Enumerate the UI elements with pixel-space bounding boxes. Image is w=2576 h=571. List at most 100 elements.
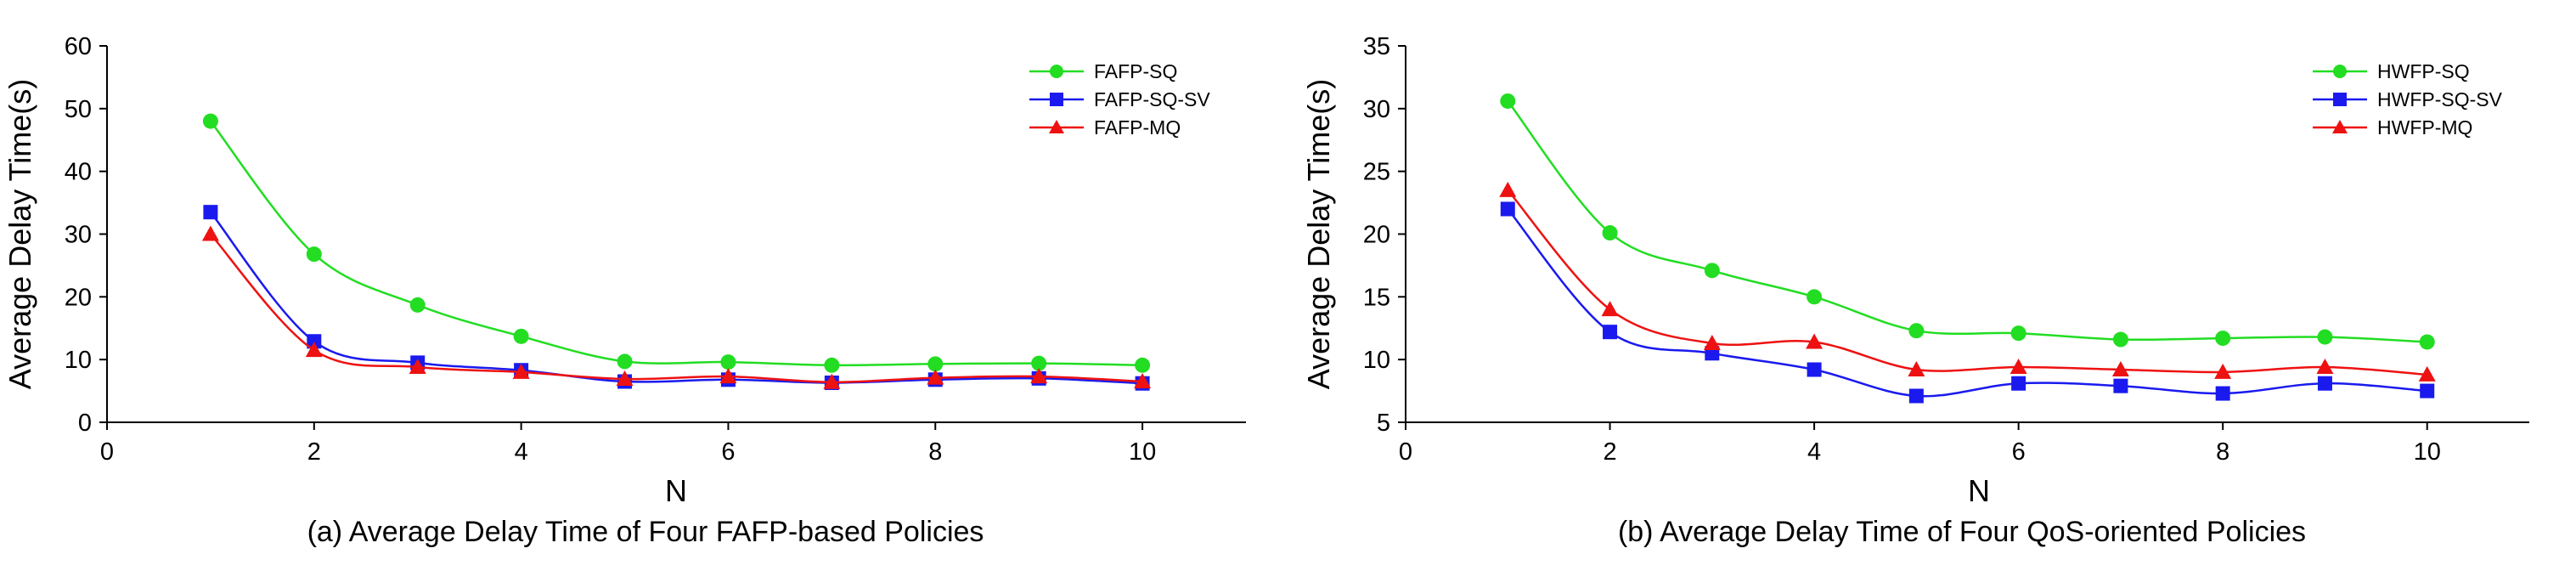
- y-tick-label: 35: [1363, 33, 1390, 60]
- x-tick-label: 2: [307, 438, 321, 466]
- chart-caption: (a) Average Delay Time of Four FAFP-base…: [307, 516, 984, 548]
- data-point-circle: [2112, 331, 2128, 348]
- data-point-circle: [513, 328, 529, 344]
- x-tick-label: 4: [515, 438, 528, 466]
- x-tick-label: 10: [2414, 438, 2441, 466]
- y-tick-label: 40: [65, 159, 92, 186]
- x-tick-label: 8: [928, 438, 942, 466]
- y-tick-label: 0: [78, 410, 92, 437]
- data-point-triangle: [823, 373, 841, 389]
- data-point-triangle: [1499, 181, 1517, 197]
- y-tick-label: 10: [65, 347, 92, 374]
- data-point-circle: [2419, 334, 2435, 350]
- legend-marker-circle: [2333, 65, 2347, 78]
- data-point-circle: [2317, 329, 2333, 345]
- y-tick-label: 15: [1363, 284, 1390, 311]
- data-point-triangle: [1806, 333, 1823, 349]
- legend-marker-square: [1050, 93, 1063, 106]
- data-point-circle: [2215, 331, 2231, 347]
- y-tick-label: 50: [65, 96, 92, 123]
- legend-label: HWFP-SQ-SV: [2377, 88, 2503, 110]
- data-point-square: [1500, 201, 1515, 217]
- legend-label: HWFP-MQ: [2377, 116, 2472, 139]
- data-point-triangle: [305, 342, 323, 358]
- data-point-circle: [409, 297, 426, 313]
- y-tick-label: 5: [1377, 410, 1390, 437]
- legend-label: FAFP-SQ: [1094, 60, 1177, 82]
- data-point-square: [203, 205, 218, 220]
- data-point-triangle: [1601, 301, 1619, 317]
- data-point-circle: [1500, 93, 1516, 109]
- x-tick-label: 0: [100, 438, 114, 466]
- y-tick-label: 20: [65, 284, 92, 311]
- chart-caption: (b) Average Delay Time of Four QoS-orien…: [1618, 516, 2306, 548]
- x-tick-label: 4: [1807, 438, 1821, 466]
- x-tick-label: 6: [2012, 438, 2026, 466]
- legend-label: FAFP-MQ: [1094, 116, 1181, 139]
- data-point-square: [1603, 325, 1618, 340]
- data-point-square: [1807, 362, 1822, 377]
- data-point-circle: [1704, 263, 1720, 279]
- data-point-square: [1908, 388, 1924, 404]
- data-point-square: [2317, 376, 2332, 391]
- x-axis-label: N: [665, 473, 687, 508]
- data-point-triangle: [201, 225, 219, 241]
- y-tick-label: 30: [65, 222, 92, 249]
- data-point-circle: [617, 353, 633, 370]
- legend-label: HWFP-SQ: [2377, 60, 2470, 82]
- legend-label: FAFP-SQ-SV: [1094, 88, 1210, 110]
- data-point-circle: [1135, 357, 1151, 373]
- data-point-triangle: [616, 370, 634, 387]
- series-line: [209, 211, 1143, 385]
- y-tick-label: 20: [1363, 222, 1390, 249]
- x-tick-label: 6: [721, 438, 735, 466]
- data-point-square: [2215, 386, 2230, 401]
- data-point-triangle: [409, 359, 426, 375]
- series-line: [209, 233, 1143, 383]
- x-tick-label: 10: [1129, 438, 1156, 466]
- data-point-triangle: [1030, 368, 1048, 384]
- y-axis-label: Average Delay Time(s): [3, 79, 37, 389]
- data-point-square: [2011, 376, 2026, 391]
- data-point-triangle: [927, 369, 944, 385]
- y-tick-label: 60: [65, 33, 92, 60]
- data-point-circle: [1031, 355, 1047, 371]
- data-point-triangle: [1134, 373, 1152, 389]
- series-line: [1507, 100, 2427, 343]
- data-point-square: [307, 334, 322, 349]
- legend-marker-triangle: [1049, 120, 1064, 133]
- x-tick-label: 2: [1603, 438, 1616, 466]
- data-point-triangle: [2418, 365, 2436, 382]
- data-point-square: [2113, 378, 2128, 393]
- data-point-circle: [824, 357, 840, 373]
- y-tick-label: 10: [1363, 347, 1390, 374]
- data-point-circle: [1807, 289, 1823, 305]
- data-point-triangle: [512, 363, 530, 379]
- data-point-circle: [306, 246, 322, 263]
- legend-marker-square: [2333, 93, 2347, 106]
- data-point-triangle: [2214, 363, 2232, 379]
- legend-marker-circle: [1050, 65, 1063, 78]
- y-tick-label: 25: [1363, 159, 1390, 186]
- data-point-circle: [202, 113, 218, 129]
- data-point-triangle: [2111, 360, 2129, 376]
- data-point-triangle: [719, 368, 737, 384]
- data-point-circle: [2010, 325, 2026, 342]
- data-point-triangle: [1908, 360, 1925, 376]
- data-point-triangle: [1703, 334, 1721, 350]
- y-tick-label: 30: [1363, 96, 1390, 123]
- x-tick-label: 8: [2216, 438, 2229, 466]
- legend-marker-triangle: [2332, 120, 2348, 133]
- y-axis-label: Average Delay Time(s): [1301, 79, 1336, 389]
- data-point-triangle: [2010, 359, 2027, 375]
- x-tick-label: 0: [1399, 438, 1412, 466]
- data-point-circle: [927, 356, 944, 372]
- chart-panel-a: 0 10 20 30 40 50 60 0 2 4 6 8 10 Average Delay Time(s…: [3, 33, 1246, 548]
- data-point-square: [2420, 383, 2435, 399]
- data-point-circle: [720, 354, 736, 370]
- data-point-circle: [1602, 225, 1618, 241]
- data-point-triangle: [2316, 359, 2334, 375]
- chart-panel-b: 5 10 15 20 25 30 35 0 2 4 6 8 10 Average Delay Time(s…: [1301, 33, 2529, 548]
